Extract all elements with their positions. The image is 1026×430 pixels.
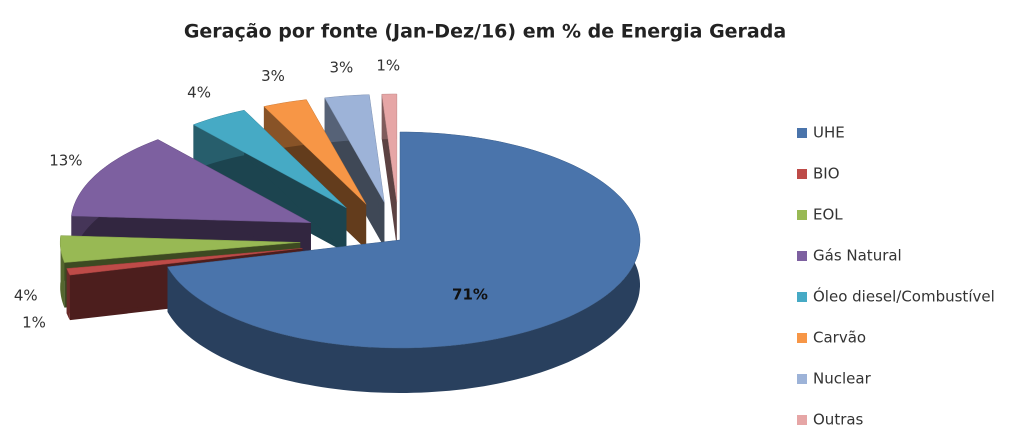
slice-side	[66, 268, 70, 321]
slice	[59, 235, 301, 263]
slice	[66, 248, 303, 276]
slice	[263, 99, 367, 205]
chart-title: Geração por fonte (Jan-Dez/16) em % de E…	[184, 21, 786, 43]
data-label: 1%	[376, 57, 400, 75]
data-label: 4%	[14, 286, 38, 304]
legend-label: Nuclear	[813, 370, 872, 388]
legend-label: Gás Natural	[813, 247, 902, 265]
slice	[167, 131, 641, 349]
legend-label: EOL	[813, 206, 843, 224]
data-label: 3%	[261, 67, 285, 85]
slice	[381, 93, 398, 203]
slice	[192, 109, 347, 209]
legend-swatch	[797, 374, 807, 384]
slice	[324, 94, 385, 203]
legend-swatch	[797, 169, 807, 179]
legend-label: Óleo diesel/Combustível	[813, 287, 995, 306]
data-label: 4%	[187, 84, 211, 102]
legend-label: Outras	[813, 411, 864, 429]
data-label: 1%	[22, 313, 46, 331]
data-label: 13%	[49, 152, 82, 170]
legend-label: UHE	[813, 124, 845, 142]
legend-label: BIO	[813, 165, 840, 183]
legend-swatch	[797, 210, 807, 220]
legend-swatch	[797, 251, 807, 261]
data-label: 71%	[452, 286, 488, 304]
legend-swatch	[797, 128, 807, 138]
slice	[71, 139, 312, 223]
legend-label: Carvão	[813, 329, 866, 347]
legend-swatch	[797, 292, 807, 302]
legend-swatch	[797, 415, 807, 425]
data-label: 3%	[329, 59, 353, 77]
legend-swatch	[797, 333, 807, 343]
